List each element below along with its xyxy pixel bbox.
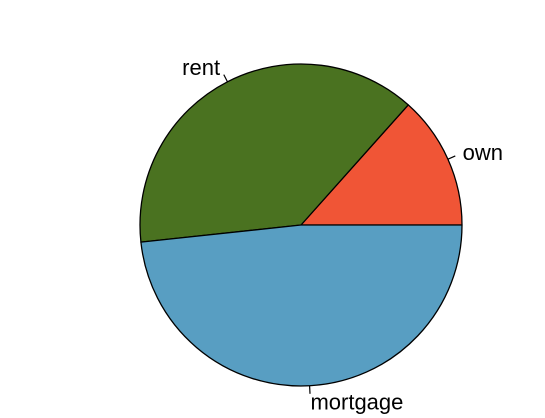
pie-slice-own [300,104,463,226]
pie-slice-mortgage [140,224,463,387]
slice-label-own: own [463,140,503,165]
leader-line-rent [223,74,228,83]
leader-line-own [447,155,456,160]
pie-leader-lines [223,74,456,394]
pie-labels: own rent mortgage [182,55,503,414]
slice-label-mortgage: mortgage [310,389,403,414]
pie-slices [139,63,463,387]
pie-slice-rent [139,63,409,243]
slice-label-rent: rent [182,55,220,80]
